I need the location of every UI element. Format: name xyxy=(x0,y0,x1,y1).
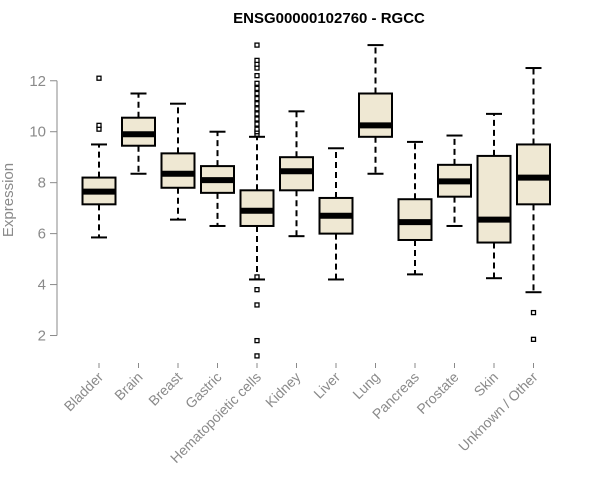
box-pancreas xyxy=(397,140,433,276)
outlier-point xyxy=(254,57,260,64)
outlier-point xyxy=(254,302,260,308)
outlier-point xyxy=(96,75,102,81)
outlier-point xyxy=(530,309,537,316)
outlier-point xyxy=(254,126,260,132)
outlier-point xyxy=(254,80,260,86)
outlier-point xyxy=(254,90,260,97)
x-tick-label: Lung xyxy=(349,369,382,402)
outlier-point xyxy=(254,353,260,359)
outlier-point xyxy=(254,42,260,48)
outlier-point xyxy=(254,101,260,107)
box-prostate xyxy=(437,134,472,227)
outlier-point xyxy=(254,287,260,293)
y-tick-label: 2 xyxy=(38,328,46,345)
x-tick-label: Breast xyxy=(145,369,185,409)
outlier-point xyxy=(254,116,260,122)
y-tick-label: 12 xyxy=(29,73,46,90)
box-kidney xyxy=(279,110,314,238)
outlier-point xyxy=(254,106,260,112)
y-axis-label: Expression xyxy=(0,163,17,237)
box-iqr xyxy=(160,152,196,189)
outlier-point xyxy=(254,337,260,344)
y-tick-label: 10 xyxy=(29,124,46,141)
box-lung xyxy=(358,44,393,175)
box-skin xyxy=(476,112,512,280)
x-tick-label: Bladder xyxy=(61,369,107,415)
box-breast xyxy=(160,102,196,221)
x-tick-label: Kidney xyxy=(262,369,304,411)
y-tick-label: 6 xyxy=(38,226,46,243)
boxes-layer xyxy=(81,42,551,359)
box-iqr xyxy=(476,154,512,244)
box-brain xyxy=(121,92,156,175)
outlier-point xyxy=(254,85,260,92)
outlier-point xyxy=(96,122,102,128)
box-bladder xyxy=(81,75,117,239)
box-liver xyxy=(318,147,354,281)
chart-title: ENSG00000102760 - RGCC xyxy=(233,10,425,27)
box-hematopoietic-cells xyxy=(239,42,275,359)
outlier-point xyxy=(530,336,537,342)
y-tick-label: 8 xyxy=(38,175,46,192)
outlier-point xyxy=(254,111,260,117)
outlier-point xyxy=(254,95,260,102)
outlier-point xyxy=(254,121,260,127)
box-gastric xyxy=(200,130,235,227)
box-iqr xyxy=(516,143,551,206)
x-tick-label: Liver xyxy=(310,369,343,402)
y-axis: 2 4 6 8 10 12 xyxy=(29,73,58,345)
box-unknown-other xyxy=(516,67,551,342)
x-tick-label: Prostate xyxy=(413,369,461,417)
x-tick-label: Brain xyxy=(111,369,145,403)
outlier-point xyxy=(254,73,260,79)
y-tick-label: 4 xyxy=(38,277,46,294)
box-iqr xyxy=(358,92,393,138)
outlier-point xyxy=(254,274,260,280)
x-tick-label: Skin xyxy=(471,369,502,400)
